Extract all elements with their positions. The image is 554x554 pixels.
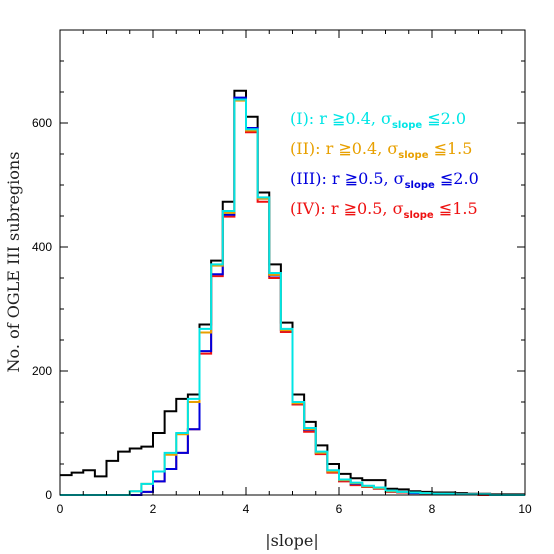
tick-labels: 0 2 4 6 8 10 0 200 400 600	[32, 116, 532, 516]
y-tick-label: 400	[32, 240, 52, 254]
x-tick-label: 8	[429, 502, 436, 516]
x-tick-label: 10	[518, 502, 532, 516]
histogram-series-4	[60, 89, 525, 496]
legend-entry-2: (II): r ≧0.4, σslope ≦1.5	[290, 139, 472, 161]
y-tick-label: 0	[45, 488, 52, 502]
x-tick-label: 4	[243, 502, 250, 516]
x-tick-label: 2	[150, 502, 157, 516]
legend-entry-4: (IV): r ≧0.5, σslope ≦1.5	[290, 199, 478, 221]
series-layer	[60, 89, 525, 496]
y-axis-title: No. of OGLE III subregions	[4, 152, 23, 373]
legend-entry-3: (III): r ≧0.5, σslope ≦2.0	[290, 169, 479, 191]
legend-entry-1: (I): r ≧0.4, σslope ≦2.0	[290, 109, 466, 131]
x-axis-title: |slope|	[265, 531, 318, 550]
y-tick-label: 600	[32, 116, 52, 130]
histogram-series-0	[60, 98, 525, 496]
y-tick-label: 200	[32, 364, 52, 378]
x-tick-label: 6	[336, 502, 343, 516]
ticks-layer	[59, 29, 526, 496]
legend: (I): r ≧0.4, σslope ≦2.0 (II): r ≧0.4, σs…	[290, 109, 479, 221]
x-tick-label: 0	[57, 502, 64, 516]
